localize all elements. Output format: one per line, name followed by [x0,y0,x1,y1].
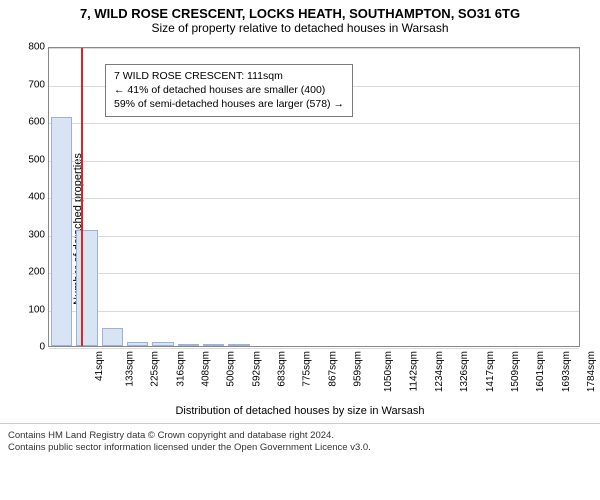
x-tick-label: 683sqm [277,351,288,387]
x-tick-label: 1326sqm [459,351,470,392]
x-tick-label: 500sqm [226,351,237,387]
x-tick-label: 1601sqm [535,351,546,392]
x-tick-label: 1417sqm [485,351,496,392]
attribution: Contains HM Land Registry data © Crown c… [0,423,600,455]
x-tick-label: 1234sqm [434,351,445,392]
x-tick-label: 316sqm [175,351,186,387]
gridline [49,161,579,162]
annotation-line: ← 41% of detached houses are smaller (40… [114,83,344,97]
plot-region: 7 WILD ROSE CRESCENT: 111sqm← 41% of det… [48,47,580,347]
x-tick-label: 775sqm [302,351,313,387]
chart-area: Number of detached properties 7 WILD ROS… [0,39,600,419]
y-tick-label: 600 [17,117,45,128]
gridline [49,48,579,49]
x-tick-label: 41sqm [94,351,105,381]
gridline [49,348,579,349]
chart-title-sub: Size of property relative to detached ho… [0,21,600,39]
y-tick-label: 300 [17,229,45,240]
histogram-bar [228,344,250,346]
y-tick-label: 100 [17,304,45,315]
x-axis-label: Distribution of detached houses by size … [0,405,600,417]
gridline [49,311,579,312]
x-tick-label: 867sqm [327,351,338,387]
attribution-line-1: Contains HM Land Registry data © Crown c… [8,430,592,442]
annotation-box: 7 WILD ROSE CRESCENT: 111sqm← 41% of det… [105,64,353,117]
annotation-line: 59% of semi-detached houses are larger (… [114,97,344,111]
gridline [49,123,579,124]
y-tick-label: 700 [17,79,45,90]
histogram-bar [152,342,174,346]
x-tick-label: 133sqm [125,351,136,387]
histogram-bar [203,344,225,346]
x-tick-label: 1509sqm [510,351,521,392]
x-tick-label: 959sqm [353,351,364,387]
marker-line [81,48,83,346]
y-tick-label: 400 [17,192,45,203]
x-tick-label: 1784sqm [586,351,597,392]
gridline [49,198,579,199]
x-tick-label: 1693sqm [561,351,572,392]
y-tick-label: 0 [17,342,45,353]
annotation-line: 7 WILD ROSE CRESCENT: 111sqm [114,69,344,83]
histogram-bar [51,117,73,346]
histogram-bar [127,342,149,347]
y-tick-label: 200 [17,267,45,278]
attribution-line-2: Contains public sector information licen… [8,442,592,454]
y-tick-label: 800 [17,42,45,53]
histogram-bar [76,230,98,346]
x-tick-label: 592sqm [251,351,262,387]
x-tick-label: 408sqm [201,351,212,387]
gridline [49,273,579,274]
chart-title-main: 7, WILD ROSE CRESCENT, LOCKS HEATH, SOUT… [0,0,600,21]
gridline [49,236,579,237]
x-tick-label: 1142sqm [408,351,419,391]
histogram-bar [178,344,200,346]
y-tick-label: 500 [17,154,45,165]
x-tick-label: 225sqm [150,351,161,387]
x-tick-label: 1050sqm [383,351,394,392]
histogram-bar [102,328,124,346]
